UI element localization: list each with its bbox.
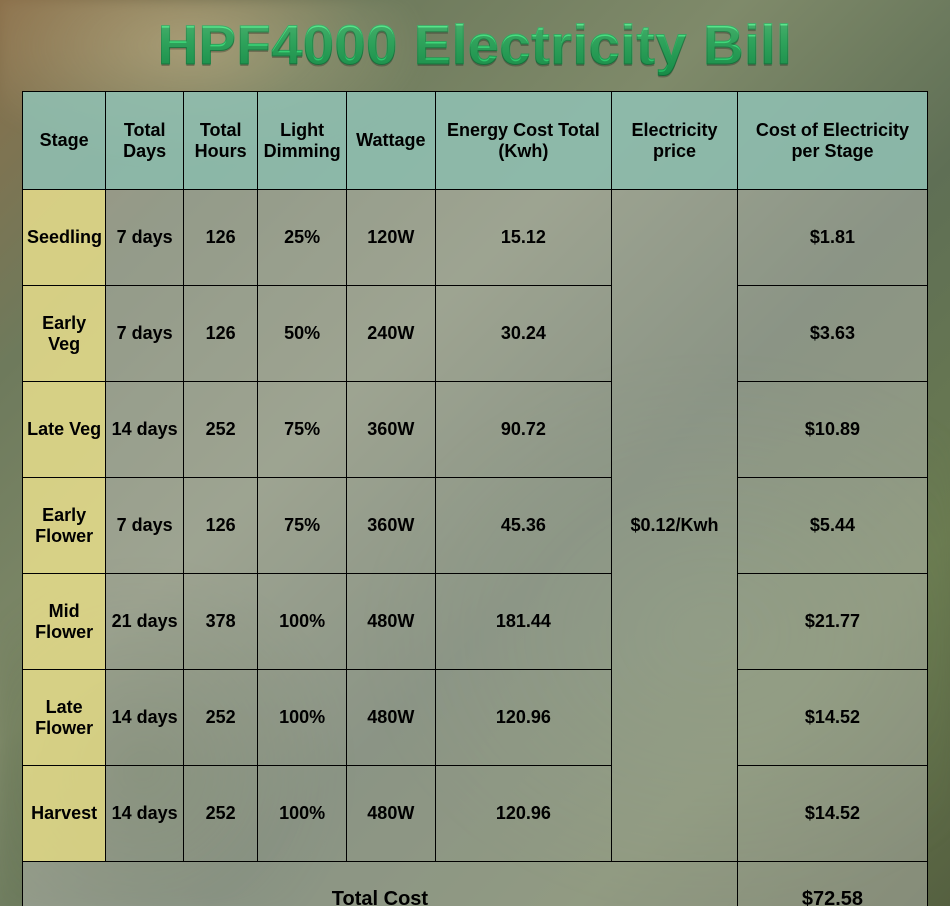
table-footer-row: Total Cost $72.58 xyxy=(23,862,928,906)
cell-stage: Harvest xyxy=(23,766,106,862)
cell-stage: Early Flower xyxy=(23,478,106,574)
cell-energy-cost: 45.36 xyxy=(435,478,611,574)
cell-total-hours: 126 xyxy=(184,286,258,382)
cell-total-hours: 252 xyxy=(184,382,258,478)
cell-light-dimming: 50% xyxy=(258,286,347,382)
cell-energy-cost: 15.12 xyxy=(435,190,611,286)
cell-energy-cost: 120.96 xyxy=(435,670,611,766)
table-row: Seedling 7 days 126 25% 120W 15.12 $0.12… xyxy=(23,190,928,286)
col-electricity-price: Electricity price xyxy=(612,92,738,190)
cell-wattage: 480W xyxy=(346,574,435,670)
cell-wattage: 360W xyxy=(346,478,435,574)
cell-light-dimming: 100% xyxy=(258,670,347,766)
cell-wattage: 120W xyxy=(346,190,435,286)
cell-total-days: 7 days xyxy=(106,190,184,286)
cell-cost-per-stage: $5.44 xyxy=(737,478,927,574)
cell-light-dimming: 75% xyxy=(258,382,347,478)
table-row: Mid Flower 21 days 378 100% 480W 181.44 … xyxy=(23,574,928,670)
table-row: Early Flower 7 days 126 75% 360W 45.36 $… xyxy=(23,478,928,574)
page: HPF4000 Electricity Bill Stage Total Day… xyxy=(0,0,950,906)
footer-label: Total Cost xyxy=(23,862,738,906)
cell-total-days: 14 days xyxy=(106,766,184,862)
table-row: Late Veg 14 days 252 75% 360W 90.72 $10.… xyxy=(23,382,928,478)
cell-wattage: 240W xyxy=(346,286,435,382)
cell-cost-per-stage: $1.81 xyxy=(737,190,927,286)
cell-cost-per-stage: $14.52 xyxy=(737,670,927,766)
cell-total-days: 7 days xyxy=(106,286,184,382)
col-wattage: Wattage xyxy=(346,92,435,190)
electricity-table: Stage Total Days Total Hours Light Dimmi… xyxy=(22,91,928,906)
cell-energy-cost: 181.44 xyxy=(435,574,611,670)
cell-total-days: 21 days xyxy=(106,574,184,670)
col-light-dimming: Light Dimming xyxy=(258,92,347,190)
cell-cost-per-stage: $21.77 xyxy=(737,574,927,670)
page-title: HPF4000 Electricity Bill xyxy=(22,12,928,77)
cell-stage: Seedling xyxy=(23,190,106,286)
cell-wattage: 480W xyxy=(346,766,435,862)
cell-energy-cost: 90.72 xyxy=(435,382,611,478)
cell-total-hours: 126 xyxy=(184,478,258,574)
cell-light-dimming: 100% xyxy=(258,574,347,670)
cell-light-dimming: 25% xyxy=(258,190,347,286)
cell-wattage: 480W xyxy=(346,670,435,766)
col-energy-cost: Energy Cost Total (Kwh) xyxy=(435,92,611,190)
cell-stage: Mid Flower xyxy=(23,574,106,670)
col-stage: Stage xyxy=(23,92,106,190)
col-cost-per-stage: Cost of Electricity per Stage xyxy=(737,92,927,190)
cell-total-hours: 252 xyxy=(184,766,258,862)
cell-stage: Late Veg xyxy=(23,382,106,478)
table-row: Early Veg 7 days 126 50% 240W 30.24 $3.6… xyxy=(23,286,928,382)
cell-total-days: 14 days xyxy=(106,670,184,766)
cell-total-days: 14 days xyxy=(106,382,184,478)
cell-total-hours: 126 xyxy=(184,190,258,286)
cell-cost-per-stage: $3.63 xyxy=(737,286,927,382)
cell-stage: Late Flower xyxy=(23,670,106,766)
cell-total-hours: 378 xyxy=(184,574,258,670)
cell-energy-cost: 120.96 xyxy=(435,766,611,862)
cell-stage: Early Veg xyxy=(23,286,106,382)
cell-cost-per-stage: $14.52 xyxy=(737,766,927,862)
table-header-row: Stage Total Days Total Hours Light Dimmi… xyxy=(23,92,928,190)
cell-electricity-price: $0.12/Kwh xyxy=(612,190,738,862)
col-total-hours: Total Hours xyxy=(184,92,258,190)
footer-total: $72.58 xyxy=(737,862,927,906)
cell-light-dimming: 100% xyxy=(258,766,347,862)
cell-total-hours: 252 xyxy=(184,670,258,766)
table-body: Seedling 7 days 126 25% 120W 15.12 $0.12… xyxy=(23,190,928,862)
cell-total-days: 7 days xyxy=(106,478,184,574)
table-row: Late Flower 14 days 252 100% 480W 120.96… xyxy=(23,670,928,766)
cell-energy-cost: 30.24 xyxy=(435,286,611,382)
cell-wattage: 360W xyxy=(346,382,435,478)
table-row: Harvest 14 days 252 100% 480W 120.96 $14… xyxy=(23,766,928,862)
col-total-days: Total Days xyxy=(106,92,184,190)
cell-light-dimming: 75% xyxy=(258,478,347,574)
cell-cost-per-stage: $10.89 xyxy=(737,382,927,478)
